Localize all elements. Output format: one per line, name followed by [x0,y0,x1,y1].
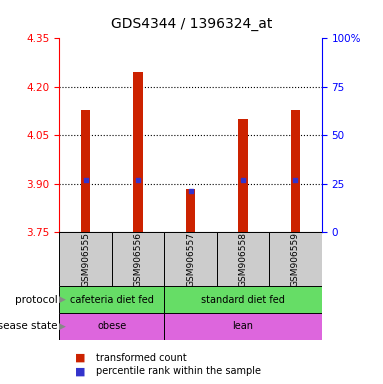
FancyBboxPatch shape [59,286,164,313]
Text: ▶: ▶ [59,295,65,304]
FancyBboxPatch shape [59,313,164,340]
Point [188,188,193,194]
Point [240,177,246,183]
Text: GSM906558: GSM906558 [239,232,247,287]
Text: obese: obese [97,321,126,331]
Text: cafeteria diet fed: cafeteria diet fed [70,295,154,305]
Bar [186,189,195,232]
Bar [291,109,300,232]
FancyBboxPatch shape [164,313,322,340]
FancyBboxPatch shape [164,286,322,313]
Text: protocol: protocol [15,295,57,305]
Text: disease state: disease state [0,321,57,331]
Point [135,177,141,183]
FancyBboxPatch shape [112,232,164,286]
Text: ■: ■ [75,366,85,376]
Text: GSM906556: GSM906556 [134,232,142,287]
Point [83,177,89,183]
Bar [81,109,90,232]
Text: ■: ■ [75,353,85,363]
Text: standard diet fed: standard diet fed [201,295,285,305]
Bar [238,119,248,232]
Text: lean: lean [232,321,254,331]
Text: GSM906555: GSM906555 [81,232,90,287]
Text: GSM906557: GSM906557 [186,232,195,287]
Text: GDS4344 / 1396324_at: GDS4344 / 1396324_at [111,17,272,31]
Text: ▶: ▶ [59,322,65,331]
Text: percentile rank within the sample: percentile rank within the sample [96,366,261,376]
FancyBboxPatch shape [164,232,217,286]
FancyBboxPatch shape [217,232,269,286]
FancyBboxPatch shape [269,232,322,286]
Text: GSM906559: GSM906559 [291,232,300,287]
Bar [133,72,143,232]
Text: transformed count: transformed count [96,353,187,363]
Point [293,177,299,183]
FancyBboxPatch shape [59,232,112,286]
